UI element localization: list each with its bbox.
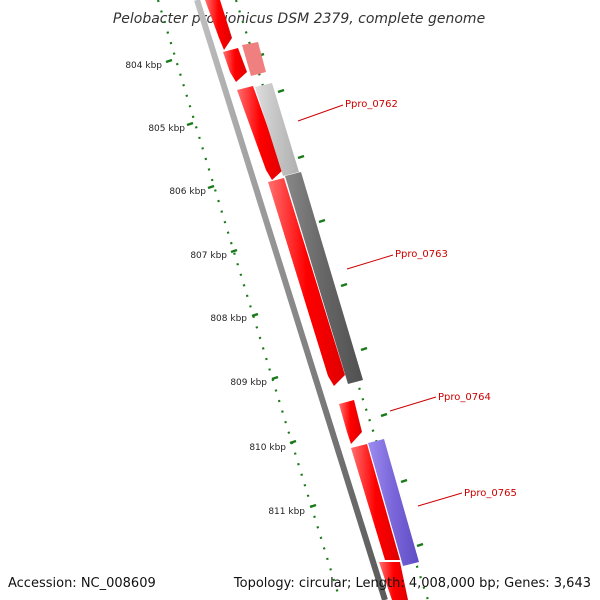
cds-feature[interactable] <box>379 562 408 600</box>
accession-text: Accession: NC_008609 <box>8 576 156 591</box>
ruler-tick <box>165 58 173 64</box>
shaded-regions <box>255 83 419 566</box>
cds-feature[interactable] <box>237 86 283 180</box>
leader-line <box>297 104 344 122</box>
gene-labels: Ppro_0762 Ppro_0763 Ppro_0764 Ppro_0765 <box>345 99 517 499</box>
leader-line <box>417 492 463 507</box>
ruler-tick <box>251 312 259 318</box>
cds-features <box>205 0 408 600</box>
right-tick <box>318 218 326 224</box>
right-tick <box>416 542 424 548</box>
ruler-major-ticks <box>165 58 317 509</box>
shaded-region-dark[interactable] <box>285 172 363 384</box>
cds-feature[interactable] <box>223 48 247 82</box>
genome-title: Pelobacter propionicus DSM 2379, complet… <box>113 11 485 27</box>
ruler-label: 810 kbp <box>249 443 286 453</box>
cds-feature-faded[interactable] <box>242 42 266 76</box>
ruler-label: 809 kbp <box>230 378 267 388</box>
ruler-dotted-track <box>156 0 342 600</box>
genome-backbone <box>194 0 388 600</box>
ruler-label: 805 kbp <box>148 124 185 134</box>
gene-label[interactable]: Ppro_0762 <box>345 99 398 110</box>
cds-feature[interactable] <box>351 444 400 560</box>
ruler-tick <box>207 184 215 190</box>
ruler-tick <box>309 503 317 509</box>
shaded-region-purple[interactable] <box>368 439 419 566</box>
leader-line <box>346 254 394 270</box>
gene-label[interactable]: Ppro_0765 <box>464 488 517 499</box>
right-tick <box>360 346 368 352</box>
gene-leaders <box>297 104 463 507</box>
shaded-region-light[interactable] <box>255 83 299 176</box>
right-tick <box>277 88 285 94</box>
ruler-label: 804 kbp <box>125 61 162 71</box>
right-dotted-track <box>234 0 430 600</box>
genome-summary-text: Topology: circular; Length: 4,008,000 bp… <box>233 576 591 591</box>
gene-label[interactable]: Ppro_0763 <box>395 249 448 260</box>
right-tick <box>380 412 388 418</box>
cds-feature[interactable] <box>205 0 232 50</box>
leader-line <box>389 396 437 412</box>
ruler-tick <box>186 121 194 127</box>
ruler-label: 807 kbp <box>190 251 227 261</box>
ruler-label: 811 kbp <box>268 507 305 517</box>
ruler-label: 806 kbp <box>169 187 206 197</box>
cds-feature[interactable] <box>268 178 345 386</box>
ruler-tick <box>230 248 238 254</box>
gene-label[interactable]: Ppro_0764 <box>438 392 491 403</box>
ruler-labels: 804 kbp 805 kbp 806 kbp 807 kbp 808 kbp … <box>125 61 305 517</box>
right-tick <box>340 282 348 288</box>
right-tick <box>400 478 408 484</box>
cds-feature[interactable] <box>339 400 362 444</box>
right-tick <box>297 154 305 160</box>
ruler-label: 808 kbp <box>210 314 247 324</box>
ruler-tick <box>289 439 297 445</box>
ruler-tick <box>271 375 279 381</box>
